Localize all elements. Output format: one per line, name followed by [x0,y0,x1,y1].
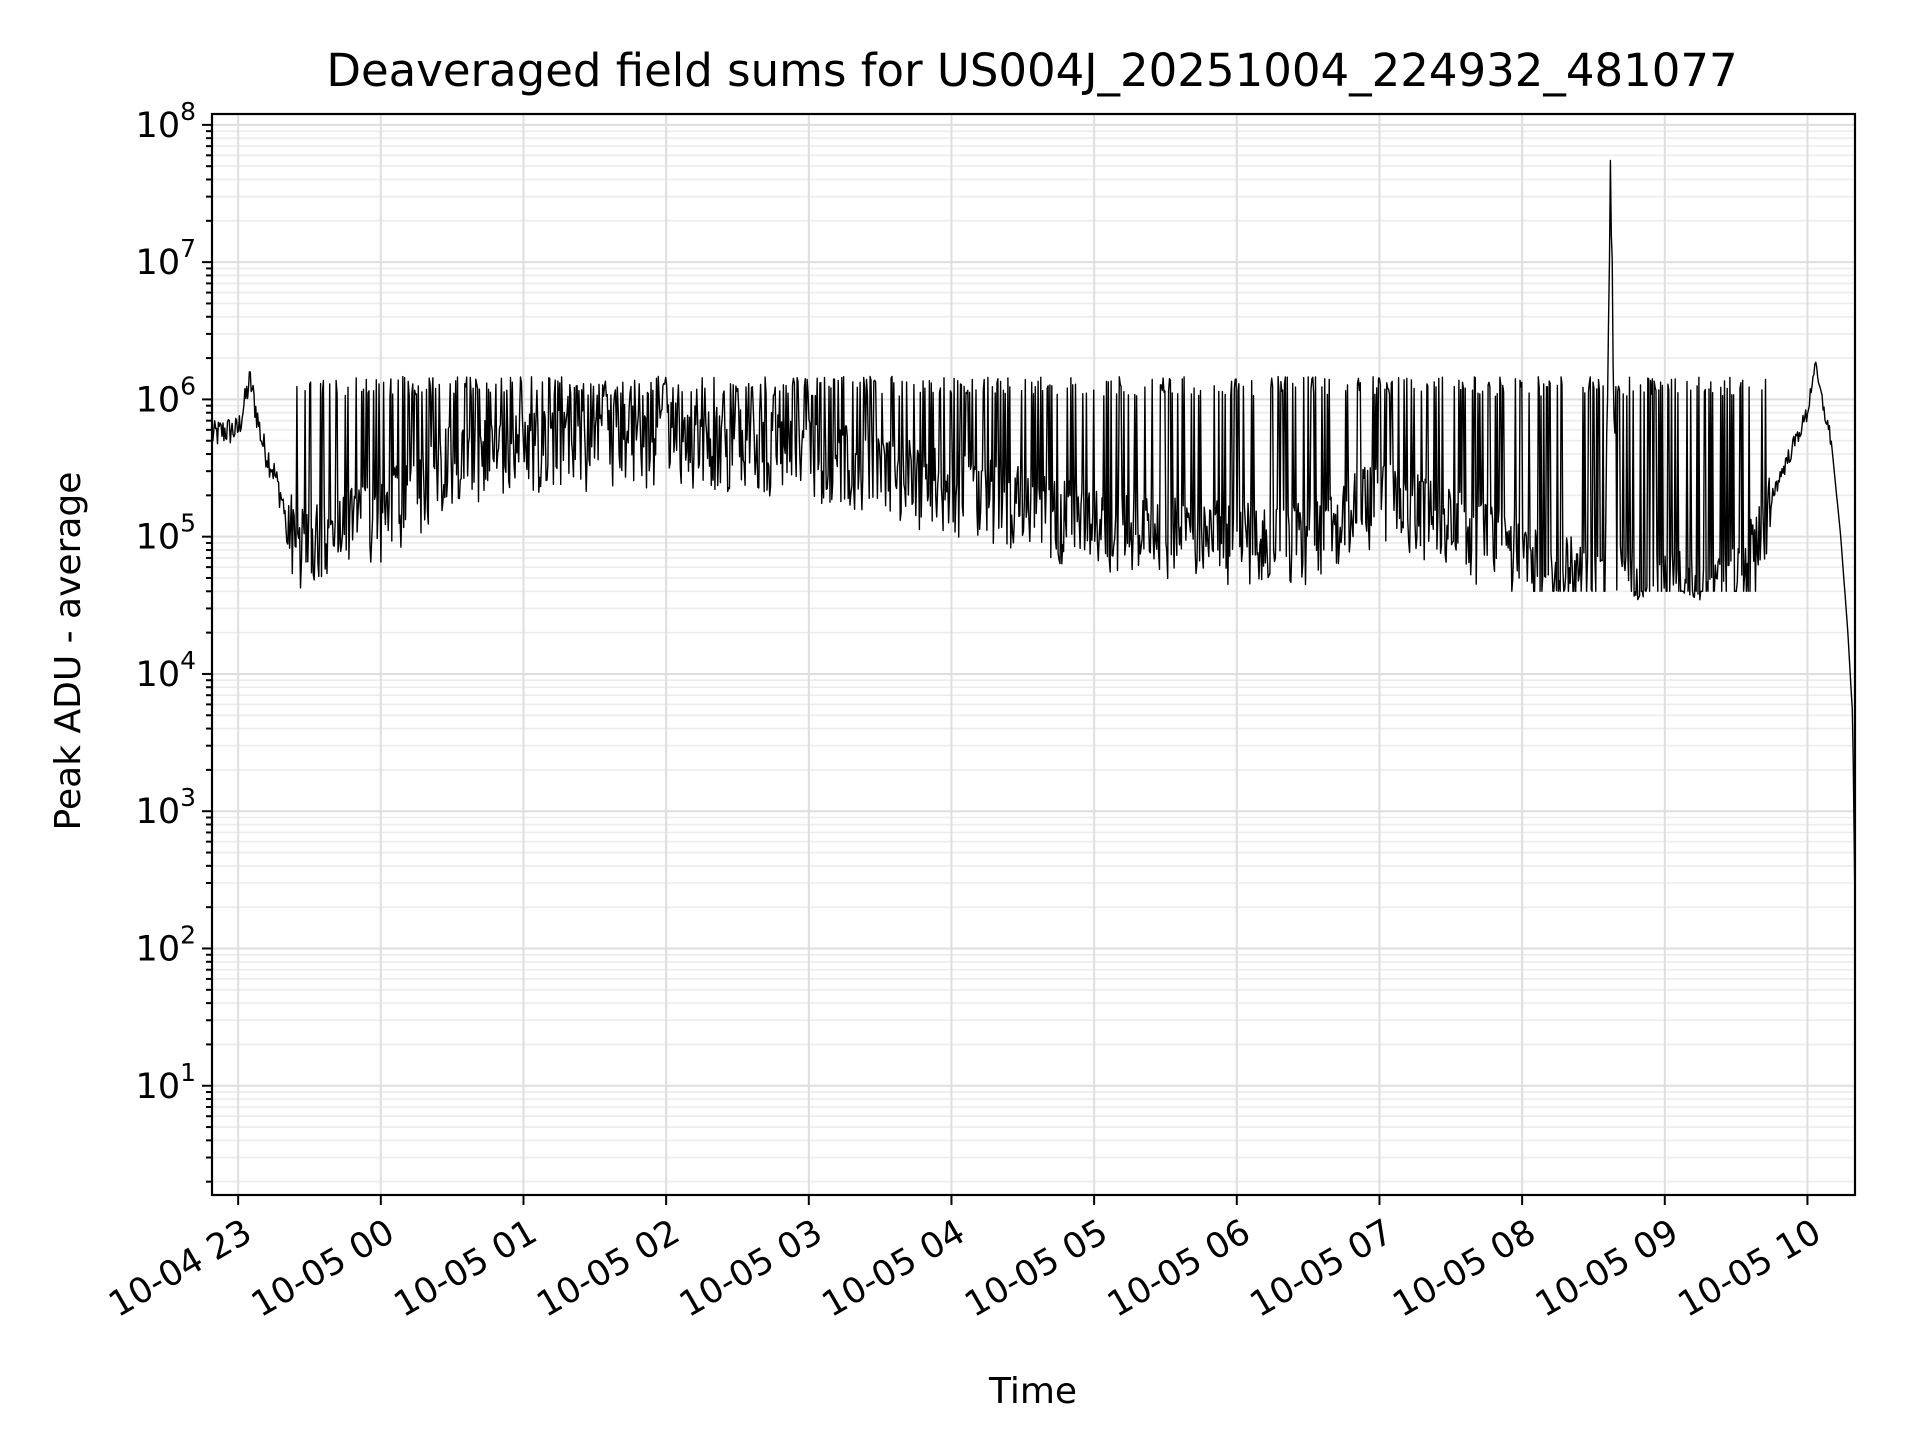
chart-title: Deaveraged field sums for US004J_2025100… [326,44,1737,97]
data-line [211,159,1856,908]
x-tick-label: 10-05 00 [245,1212,401,1325]
x-tick-label: 10-05 10 [1672,1212,1828,1325]
x-tick-label: 10-05 01 [388,1212,544,1325]
y-axis-label: Peak ADU - average [48,472,89,831]
x-axis-label: Time [988,1371,1077,1412]
x-tick-label: 10-05 03 [673,1212,829,1325]
plot-frame [210,112,1857,1197]
y-tick-label: 103 [136,783,196,832]
x-tick-label: 10-04 23 [102,1212,258,1325]
y-tick-label: 108 [136,97,196,146]
x-tick-label: 10-05 02 [530,1212,686,1325]
x-tick-label: 10-05 07 [1244,1212,1400,1325]
x-tick-label: 10-05 06 [1101,1212,1257,1325]
y-axis-ticks: 101 102 103 104 105 106 107 108 [136,97,212,1183]
y-tick-label: 101 [136,1058,196,1107]
y-tick-label: 104 [136,646,196,695]
y-tick-label: 105 [136,509,196,558]
x-tick-label: 10-05 08 [1386,1212,1542,1325]
y-tick-label: 106 [136,371,196,420]
series-line [211,159,1856,908]
x-tick-label: 10-05 09 [1529,1212,1685,1325]
x-tick-label: 10-05 05 [958,1212,1114,1325]
y-tick-label: 102 [136,920,196,969]
x-tick-label: 10-05 04 [816,1212,972,1325]
y-tick-label: 107 [136,234,196,283]
